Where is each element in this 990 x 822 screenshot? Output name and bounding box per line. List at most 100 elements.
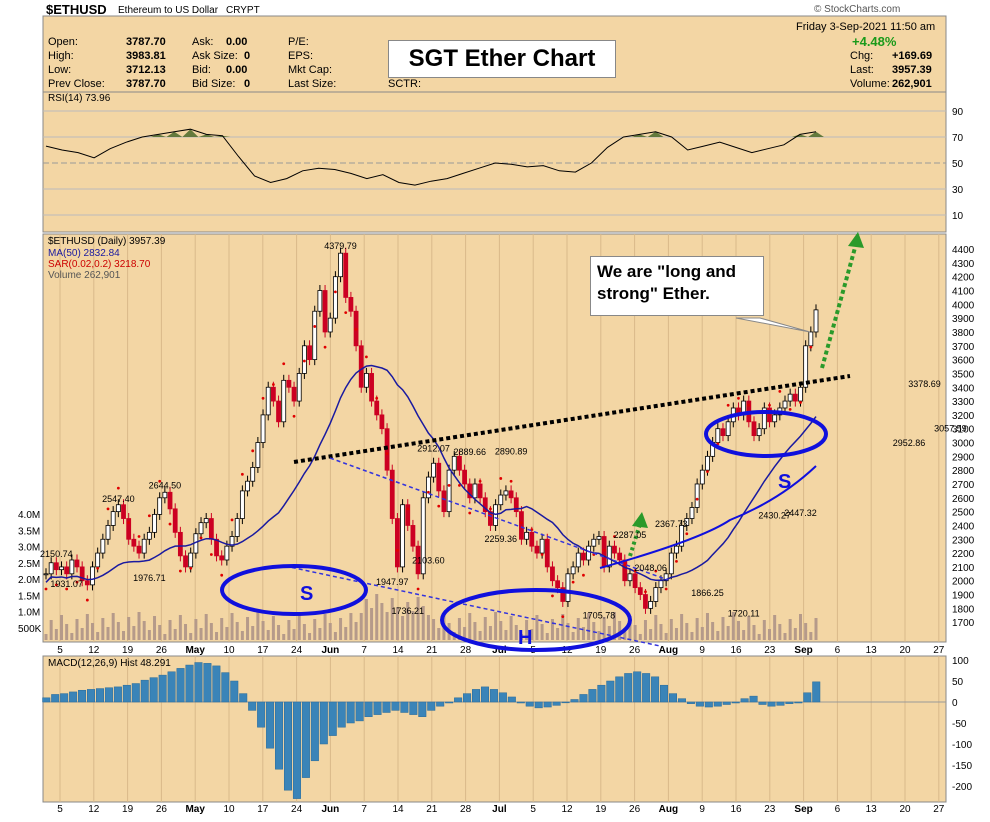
macd-hist-bar <box>149 677 158 703</box>
volume-bar <box>194 619 198 640</box>
price-legend: $ETHUSD (Daily) 3957.39 <box>48 236 166 247</box>
candle-body <box>803 345 809 388</box>
x-tick-label: 20 <box>899 645 911 656</box>
sar-dot <box>726 403 730 407</box>
macd-hist-bar <box>158 674 167 703</box>
candle-body <box>265 386 271 416</box>
volume-bar <box>168 620 172 640</box>
candle-body <box>332 276 338 319</box>
candle-body <box>658 580 664 589</box>
sar-dot <box>737 396 740 400</box>
price-annotation: 2912.07 <box>417 444 450 454</box>
x-tick-label: 16 <box>730 804 742 815</box>
volume-bar <box>705 613 709 640</box>
x-tick-label: 12 <box>561 645 573 656</box>
symbol: $ETHUSD <box>46 2 107 17</box>
sar-dot <box>788 407 792 411</box>
candle-body <box>415 545 421 575</box>
x-tick-label: 12 <box>88 804 100 815</box>
fundamental-label: Mkt Cap: <box>288 64 333 76</box>
volume-tick-label: 3.5M <box>18 526 40 537</box>
candle-body <box>679 525 685 547</box>
price-panel <box>42 233 947 643</box>
x-tick-label: 24 <box>291 804 303 815</box>
macd-hist-bar <box>749 695 758 703</box>
sctr-label: SCTR: <box>388 78 421 90</box>
volume-bar <box>530 629 534 640</box>
price-tick-label: 4100 <box>952 287 975 298</box>
macd-hist-bar <box>418 701 427 717</box>
macd-hist-bar <box>588 689 597 703</box>
macd-tick-label: -150 <box>952 761 972 772</box>
volume-bar <box>60 615 64 640</box>
volume-bar <box>230 613 234 640</box>
candle-body <box>482 497 488 513</box>
sar-dot <box>437 504 441 508</box>
volume-bar <box>680 614 684 640</box>
sar-dot <box>137 535 141 538</box>
macd-hist-bar <box>498 692 507 703</box>
price-annotation: 2048.06 <box>634 563 667 573</box>
right-shoulder-ellipse <box>704 410 828 458</box>
sar-dot <box>251 449 255 453</box>
volume-bar <box>395 607 399 640</box>
candle-body <box>270 386 276 402</box>
sar-dot <box>220 573 224 577</box>
stat-value: 3787.70 <box>126 36 166 48</box>
x-tick-label: Sep <box>794 645 812 656</box>
stat-label: High: <box>48 50 74 62</box>
candle-body <box>575 552 581 568</box>
change-pct: +4.48% <box>852 34 897 49</box>
candle-body <box>198 522 204 535</box>
x-tick-label: 26 <box>156 645 168 656</box>
volume-bar <box>333 632 337 640</box>
candle-body <box>772 414 778 423</box>
candle-body <box>648 601 654 609</box>
volume-bar <box>700 627 704 640</box>
macd-hist-bar <box>463 693 472 703</box>
candle-body <box>177 531 183 557</box>
candle-body <box>420 497 426 575</box>
volume-bar <box>695 618 699 640</box>
volume-bar <box>302 624 306 640</box>
volume-bar <box>240 631 244 640</box>
candle-body <box>364 373 369 388</box>
volume-bar <box>437 628 441 640</box>
volume-bar <box>359 613 363 640</box>
price-tick-label: 1900 <box>952 591 975 602</box>
volume-bar <box>612 612 616 640</box>
candle-body <box>53 562 59 571</box>
volume-bar <box>313 619 317 640</box>
sar-dot <box>333 290 337 294</box>
volume-bar <box>597 631 601 640</box>
volume-bar <box>463 627 467 640</box>
candle-body <box>307 345 312 361</box>
candle-body <box>239 490 245 519</box>
x-tick-label: 26 <box>156 804 168 815</box>
chart-title-box: SGT Ether Chart <box>388 40 616 78</box>
macd-hist-bar <box>122 684 131 703</box>
volume-tick-label: 3.0M <box>18 543 40 554</box>
sar-dot <box>75 580 79 584</box>
volume-bar <box>323 614 327 640</box>
volume-bar <box>757 634 761 640</box>
volume-bar <box>96 632 100 640</box>
macd-hist-bar <box>51 694 60 703</box>
candle-body <box>369 373 374 402</box>
volume-bar <box>354 622 358 640</box>
candle-body <box>787 393 793 402</box>
quote-value: 0.00 <box>226 36 248 48</box>
volume-bar <box>271 616 275 640</box>
volume-bar <box>571 632 575 640</box>
candle-body <box>436 462 442 492</box>
candle-body <box>276 400 281 423</box>
candle-body <box>250 467 256 482</box>
price-annotation: 1947.97 <box>376 577 409 587</box>
sar-dot <box>189 566 193 570</box>
candle-body <box>581 552 586 561</box>
volume-bar <box>747 616 751 640</box>
x-tick-label: 20 <box>899 804 911 815</box>
candle-body <box>348 297 354 312</box>
sar-dot <box>230 518 234 522</box>
candle-body <box>612 545 617 554</box>
